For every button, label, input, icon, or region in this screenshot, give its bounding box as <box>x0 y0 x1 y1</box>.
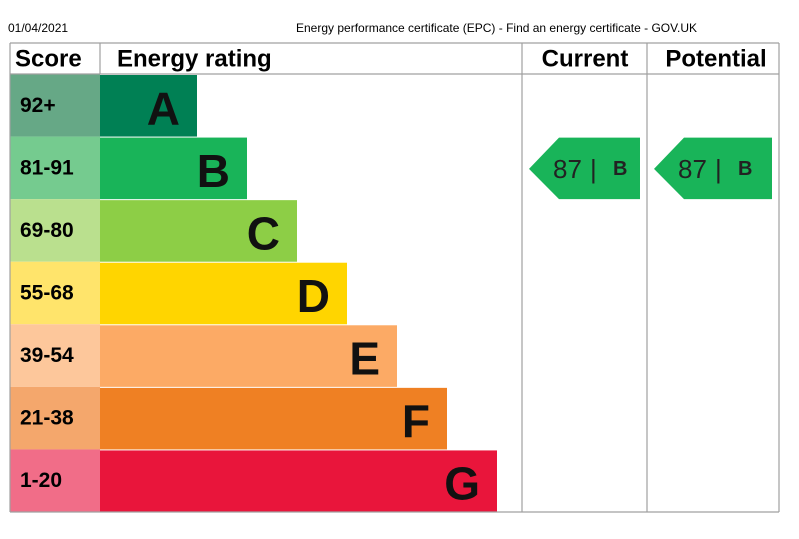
potential-score: 87 <box>678 154 707 184</box>
date: 01/04/2021 <box>8 21 68 35</box>
rating-letter: A <box>147 82 180 134</box>
score-cell <box>10 386 100 450</box>
current-score: 87 <box>553 154 582 184</box>
score-label: 69-80 <box>20 219 74 242</box>
current-arrow <box>529 137 640 200</box>
page-title: Energy performance certificate (EPC) - F… <box>296 21 697 35</box>
score-label: 92+ <box>20 94 56 117</box>
rating-letter: D <box>297 270 330 322</box>
rating-bar <box>100 262 347 325</box>
score-cell <box>10 136 100 200</box>
column-header: Current <box>542 46 629 73</box>
score-label: 1-20 <box>20 469 62 492</box>
score-label: 21-38 <box>20 407 74 430</box>
potential-separator: | <box>715 154 722 184</box>
current-rating: B <box>613 158 627 180</box>
rating-letter: G <box>444 458 480 510</box>
rating-letter: E <box>349 333 380 385</box>
rating-bar <box>100 75 197 137</box>
potential-rating: B <box>738 158 752 180</box>
potential-arrow <box>654 137 772 200</box>
score-label: 55-68 <box>20 282 74 305</box>
column-header: Score <box>15 46 82 73</box>
rating-bar <box>100 200 297 262</box>
rating-letter: F <box>402 395 430 447</box>
rating-letter: B <box>197 145 230 197</box>
score-cell <box>10 324 100 387</box>
column-header: Energy rating <box>117 46 272 73</box>
score-cell <box>10 261 100 325</box>
column-header: Potential <box>665 46 766 73</box>
rating-letter: C <box>247 207 280 259</box>
rating-bar <box>100 450 497 512</box>
rating-bar <box>100 325 397 387</box>
current-separator: | <box>590 154 597 184</box>
rating-bar <box>100 387 447 450</box>
rating-bar <box>100 137 247 200</box>
score-cell <box>10 449 100 512</box>
score-label: 81-91 <box>20 156 74 179</box>
score-cell <box>10 199 100 262</box>
score-cell <box>10 74 100 137</box>
score-label: 39-54 <box>20 344 74 367</box>
